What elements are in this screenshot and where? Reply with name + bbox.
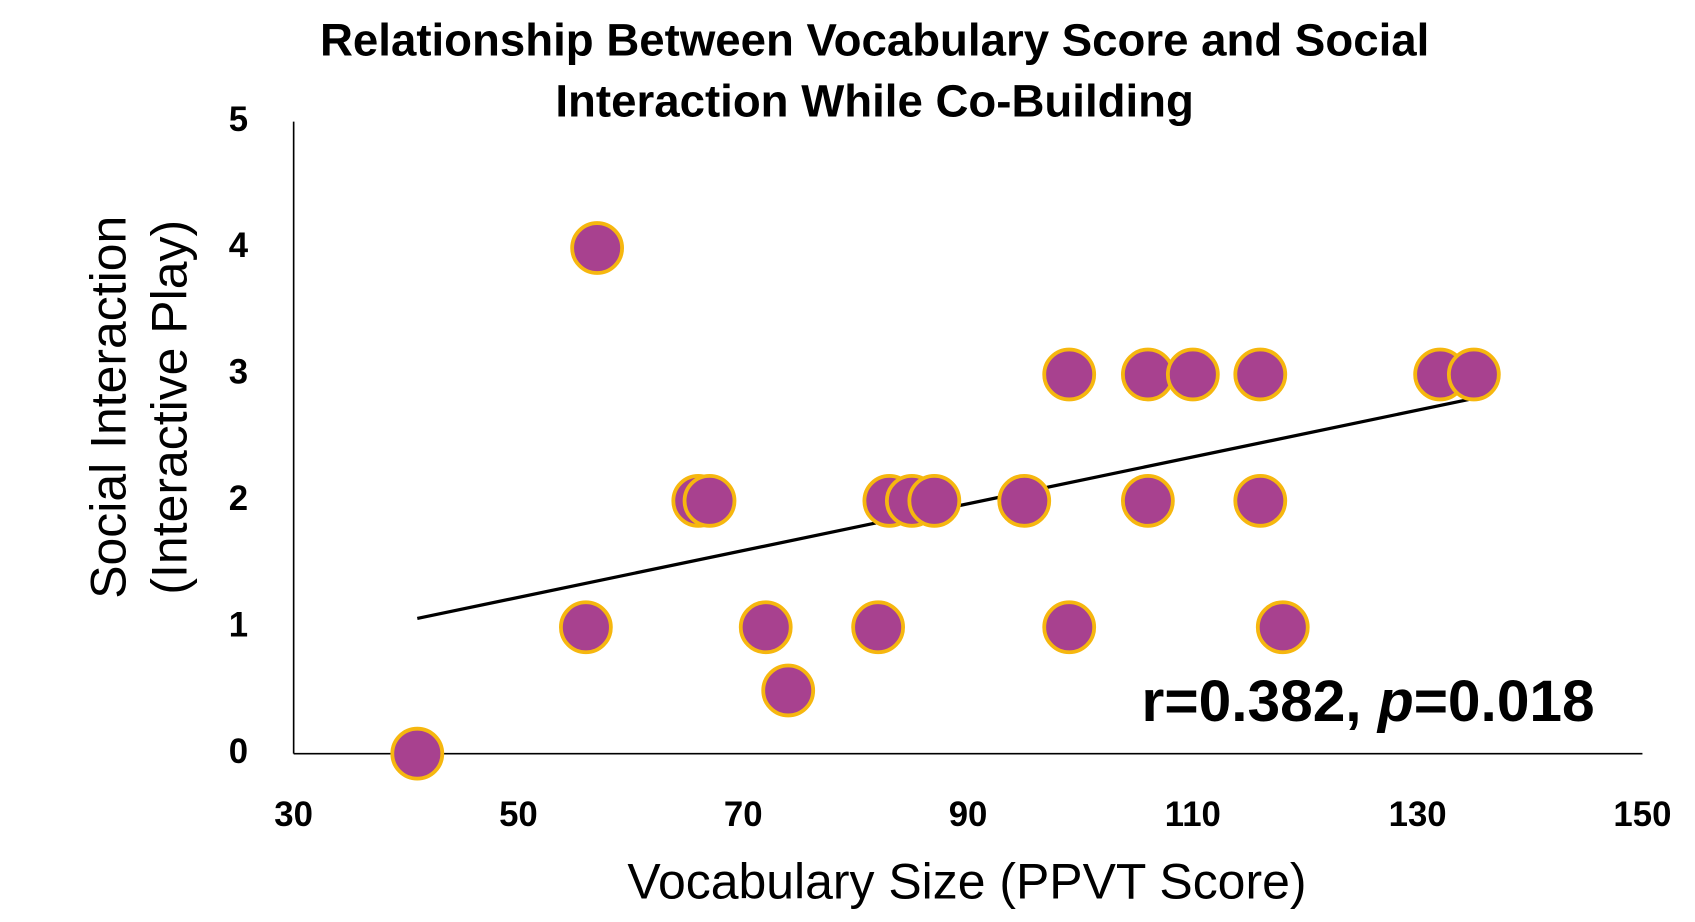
point bbox=[1042, 600, 1097, 655]
x-tick-label: 110 bbox=[1165, 796, 1221, 834]
y-tick-label: 3 bbox=[229, 354, 248, 392]
point bbox=[1165, 347, 1220, 402]
x-tick-label: 70 bbox=[724, 796, 763, 834]
y-tick-label: 1 bbox=[229, 606, 248, 644]
y-axis-label: Social Interaction bbox=[80, 216, 136, 599]
point bbox=[390, 726, 445, 781]
y-tick-label: 2 bbox=[229, 480, 248, 518]
x-axis-label: Vocabulary Size (PPVT Score) bbox=[627, 853, 1306, 909]
x-tick-label: 90 bbox=[949, 796, 988, 834]
point bbox=[682, 473, 737, 528]
x-tick-label: 130 bbox=[1389, 796, 1447, 834]
annotation-part: p bbox=[1376, 669, 1414, 734]
point bbox=[570, 221, 625, 275]
y-tick-label: 5 bbox=[229, 101, 248, 139]
point bbox=[1255, 600, 1310, 655]
y-axis-label: (Interactive Play) bbox=[141, 220, 197, 595]
y-tick-label: 0 bbox=[229, 733, 248, 771]
point bbox=[907, 473, 962, 528]
point bbox=[1121, 473, 1175, 528]
annotation-part: =0.018 bbox=[1414, 669, 1595, 734]
x-tick-label: 30 bbox=[274, 796, 313, 834]
point bbox=[851, 600, 906, 655]
point bbox=[559, 600, 613, 655]
point bbox=[997, 473, 1052, 528]
x-tick-label: 50 bbox=[499, 796, 538, 834]
point bbox=[1446, 347, 1501, 402]
point bbox=[1233, 473, 1288, 528]
point bbox=[738, 600, 793, 655]
chart-title: Interaction While Co-Building bbox=[555, 75, 1194, 126]
point bbox=[1233, 347, 1288, 402]
x-tick-label: 150 bbox=[1613, 796, 1671, 834]
y-axis-label-group: Social Interaction (Interactive Play) bbox=[80, 216, 197, 599]
chart-title: Relationship Between Vocabulary Score an… bbox=[320, 14, 1429, 65]
point bbox=[1121, 347, 1175, 402]
annotation: r=0.382, p=0.018 bbox=[1142, 669, 1595, 734]
y-tick-label: 4 bbox=[229, 227, 249, 265]
annotation-part: r=0.382, bbox=[1142, 669, 1378, 734]
point bbox=[1042, 347, 1097, 402]
point bbox=[761, 663, 816, 718]
